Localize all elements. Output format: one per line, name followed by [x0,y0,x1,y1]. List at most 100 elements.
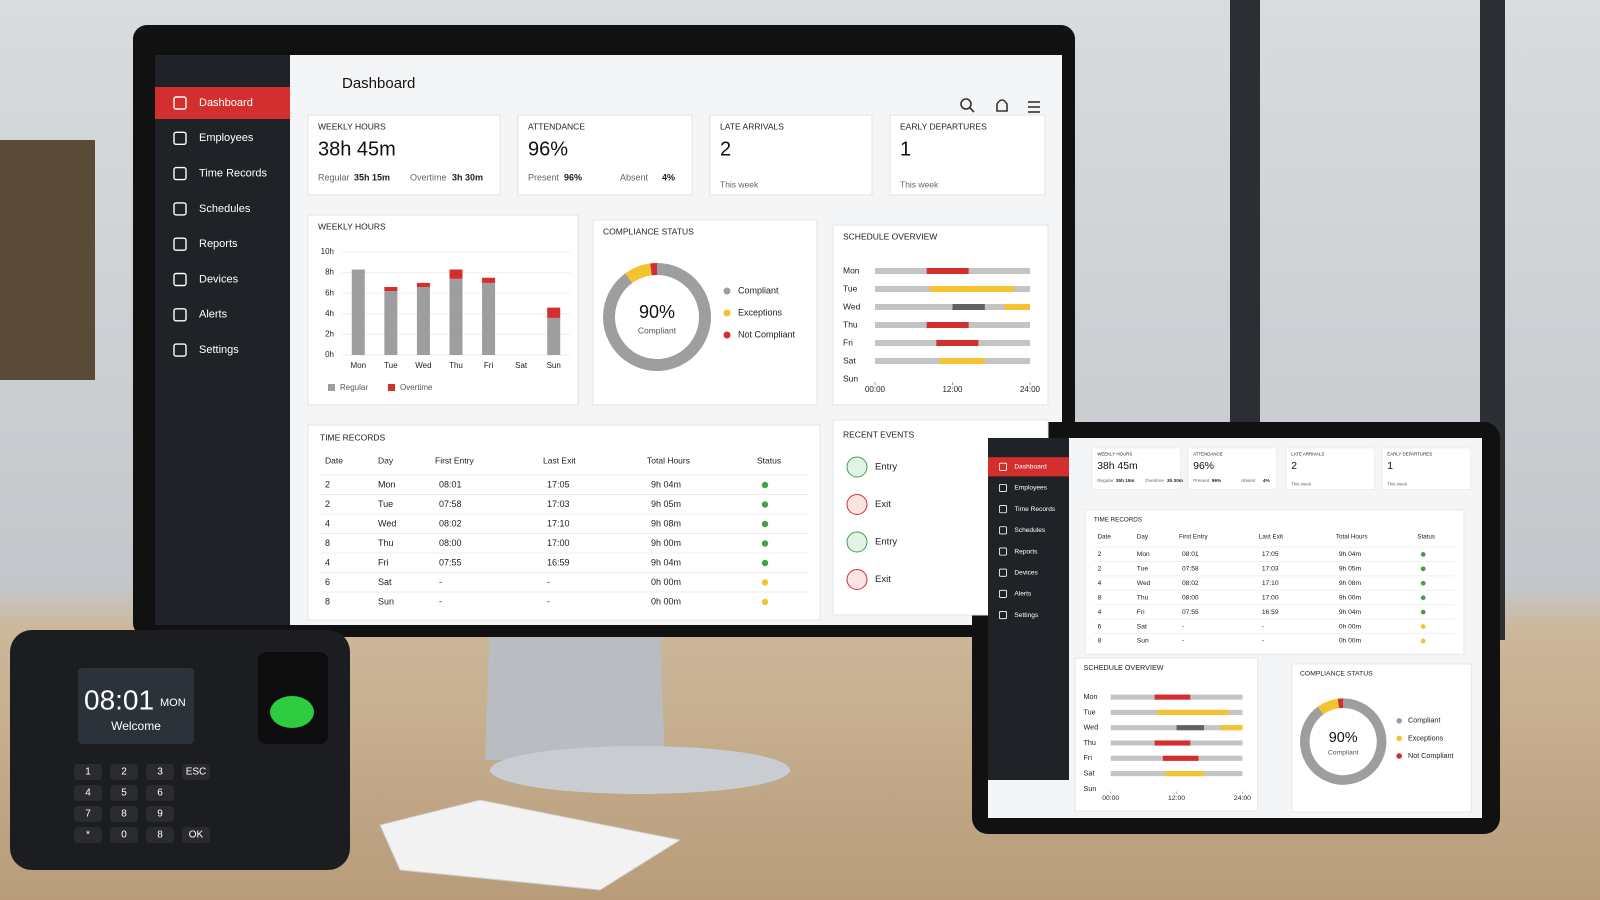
legend-label: Overtime [400,383,433,392]
panel: Dashboard Employees Time Records Schedules R… [155,55,290,625]
table-cell: 16:59 [1262,609,1279,616]
row-label: Fri [1084,753,1093,762]
bar-segment [449,278,463,355]
nav-icon [173,343,187,357]
schedule-segment [1165,771,1205,777]
legend-label: Compliant [738,285,779,295]
table-cell: Tue [378,499,393,509]
panel: LATE ARRIVALS 2 This week [1285,447,1375,490]
keypad-label: 0 [121,830,127,841]
panel: TIME RECORDS Date Day First Entry Last Exit T… [307,424,821,621]
schedule-segment [936,340,979,346]
nav-icon [998,483,1008,493]
table-cell: 9h 00m [651,538,681,548]
kpi-title: WEEKLY HOURS [1097,451,1132,456]
schedule-segment [929,286,1014,292]
column-header: First Entry [435,455,474,465]
panel: COMPLIANCE STATUS Compliant Exceptions Not … [592,219,818,406]
row-label: Sun [843,373,858,383]
kpi-detail-label: Overtime [1145,478,1164,483]
table-cell: - [439,596,442,606]
bar-segment [449,269,463,279]
legend-label: Not Compliant [1408,751,1454,760]
row-label: Thu [1084,738,1096,747]
kpi-detail-label: Regular [1097,478,1114,483]
kpi-detail-value: 4% [662,172,675,182]
keypad-key [74,764,102,780]
table-cell: 0h 00m [651,596,681,606]
table-cell: 17:10 [547,518,570,528]
kpi-note: This week [1291,482,1312,487]
table-cell: 9h 04m [651,557,681,567]
kpi-detail-label: Absent [620,172,649,182]
header-icons [960,98,1040,113]
event-icon [846,569,868,590]
screen-title: Dashboard [342,75,415,92]
table-cell: - [1182,623,1184,630]
kpi-value: 38h 45m [318,138,396,160]
schedule-segment [1154,694,1191,700]
card [307,424,821,621]
card [889,114,1046,196]
schedule-segment [1157,709,1229,715]
kpi-detail-value: 96% [1212,478,1222,483]
column-header: Date [1098,533,1112,540]
table-cell: 9h 00m [1339,594,1362,601]
donut-center-caption: Compliant [638,325,677,335]
keypad-key [110,827,138,843]
event-label: Exit [875,499,891,510]
status-dot [761,559,769,567]
table-cell: - [439,577,442,587]
table-cell: 2 [1098,551,1102,558]
monitor-stand [485,625,665,760]
nav-item: Settings [199,344,239,356]
column-header: Total Hours [1336,533,1368,540]
status-dot [1420,580,1426,586]
table-cell: 07:55 [1182,609,1199,616]
x-tick-label: Tue [384,361,398,370]
card [709,114,873,196]
status-dot [1420,552,1426,557]
x-tick-label: Mon [351,361,367,370]
status-dot [761,579,769,586]
table-cell: Sat [378,577,392,587]
kpi-value: 1 [900,138,911,160]
status-dot [761,598,769,606]
keypad-label: 7 [85,809,91,820]
table-cell: - [1262,623,1264,630]
kpi-title: EARLY DEPARTURES [900,121,987,131]
panel: WEEKLY HOURS 38h 45m Regular 35h 15m Overtim… [307,114,501,196]
status-dot [1420,595,1426,601]
panel: COMPLIANCE STATUS Compliant Exceptions Not … [1291,663,1472,813]
nav-icon [998,547,1008,556]
table-cell: Fri [1137,609,1145,616]
card [517,114,693,196]
kpi-detail-value: 96% [564,172,582,182]
keypad-key [182,827,210,843]
nav-icon [998,611,1008,620]
table-cell: Sun [378,596,394,606]
legend-dot [723,331,731,339]
nav-item: Devices [199,273,239,285]
status-dot [1420,638,1426,644]
table-cell: 0h 00m [1339,623,1362,630]
table-cell: 6 [325,577,330,587]
keypad-label: 9 [157,809,163,820]
kpi-detail-value: 35h 15m [354,172,390,182]
kpi-detail-label: Absent [1241,478,1256,483]
column-header: Day [1137,533,1149,540]
row-label: Mon [843,265,860,275]
panel: SCHEDULE OVERVIEW Mon Tue Wed Thu Fri Sat Sun 00… [1074,657,1259,812]
panel: EARLY DEPARTURES 1 This week [1381,447,1471,490]
status-dot [1420,609,1426,615]
y-tick-label: 4h [325,309,334,318]
bar-segment [547,317,561,355]
card [1187,447,1277,490]
table-cell: 16:59 [547,557,570,567]
y-tick-label: 6h [325,288,334,297]
keypad-key [146,764,174,780]
y-tick-label: 8h [325,268,334,277]
kpi-title: LATE ARRIVALS [1291,451,1324,456]
donut-segment [603,263,711,371]
nav-item: Dashboard [1014,464,1047,471]
